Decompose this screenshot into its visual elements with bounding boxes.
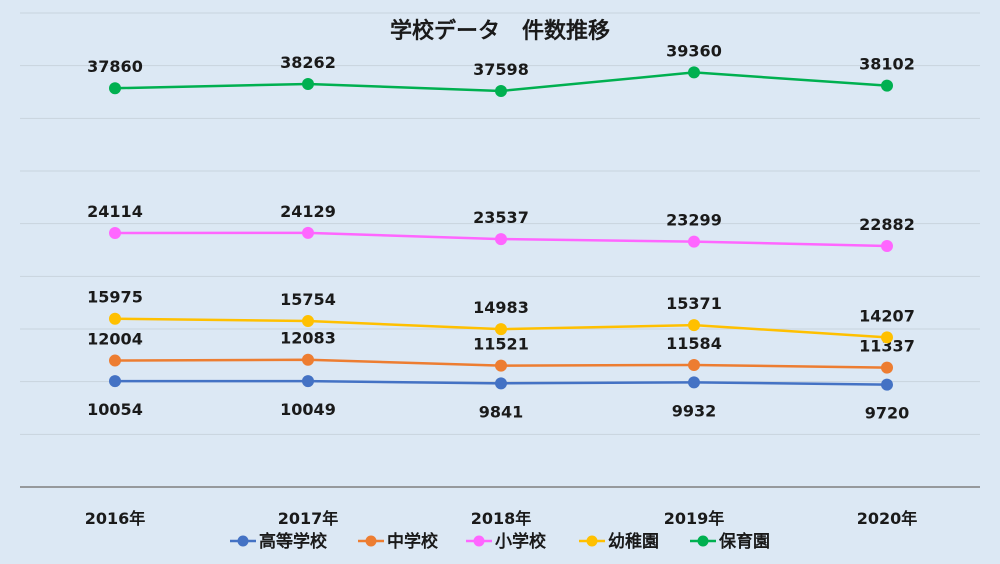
legend-label: 保育園 — [718, 531, 770, 552]
series-4: 15975 15754 14983 15371 14207 — [87, 288, 915, 344]
data-label: 14207 — [859, 306, 915, 325]
legend-marker — [237, 535, 249, 547]
data-label: 37598 — [473, 60, 529, 79]
data-label: 23299 — [666, 211, 722, 230]
data-point — [302, 375, 314, 388]
legend-label: 中学校 — [387, 531, 439, 552]
data-label: 10049 — [280, 400, 336, 419]
series-1: 10054 10049 9841 9932 9720 — [87, 375, 909, 423]
data-point — [302, 315, 314, 328]
data-label: 38262 — [280, 53, 336, 72]
data-label: 12004 — [87, 330, 143, 349]
data-label: 11584 — [666, 334, 722, 353]
legend-label: 幼稚園 — [608, 531, 659, 552]
x-tick-label: 2020年 — [857, 509, 918, 528]
data-point — [881, 378, 893, 391]
data-label: 37860 — [87, 57, 143, 76]
legend: 高等学校 中学校 小学校 幼稚園 保育園 — [230, 531, 770, 552]
legend-label: 小学校 — [495, 531, 547, 552]
data-label: 15754 — [280, 290, 336, 309]
data-point — [688, 66, 700, 79]
legend-marker — [586, 535, 598, 547]
data-point — [881, 79, 893, 92]
data-label: 14983 — [473, 298, 529, 317]
data-label: 39360 — [666, 41, 722, 60]
data-point — [881, 361, 893, 374]
data-label: 11521 — [473, 335, 529, 354]
x-tick-label: 2018年 — [471, 509, 532, 528]
series-layer: 10054 10049 9841 9932 9720 12004 12083 11521 115… — [87, 41, 915, 422]
data-point — [881, 239, 893, 252]
data-label: 15975 — [87, 288, 143, 307]
legend-marker — [365, 535, 377, 547]
data-label: 24114 — [87, 202, 143, 221]
data-label: 12083 — [280, 329, 336, 348]
data-point — [495, 323, 507, 336]
data-label: 11337 — [859, 337, 915, 356]
legend-item: 中学校 — [358, 531, 439, 552]
data-point — [495, 84, 507, 97]
legend-item: 高等学校 — [230, 531, 328, 552]
data-point — [495, 233, 507, 246]
chart-title: 学校データ 件数推移 — [390, 18, 610, 44]
legend-marker — [473, 535, 485, 547]
x-tick-label: 2019年 — [664, 509, 725, 528]
data-point — [109, 82, 121, 95]
data-point — [688, 376, 700, 389]
data-point — [302, 353, 314, 366]
data-point — [688, 319, 700, 332]
data-label: 10054 — [87, 400, 143, 419]
data-point — [109, 226, 121, 239]
series-5: 37860 38262 37598 39360 38102 — [87, 41, 915, 97]
data-point — [495, 377, 507, 390]
data-label: 9932 — [672, 401, 717, 420]
x-tick-labels: 2016年 2017年 2018年 2019年 2020年 — [85, 509, 918, 528]
legend-item: 幼稚園 — [579, 531, 659, 552]
data-label: 9720 — [865, 404, 910, 423]
data-point — [302, 77, 314, 90]
data-label: 24129 — [280, 202, 336, 221]
data-label: 9841 — [479, 402, 524, 421]
legend-label: 高等学校 — [259, 531, 328, 552]
data-label: 38102 — [859, 55, 915, 74]
series-2: 12004 12083 11521 11584 11337 — [87, 329, 915, 374]
data-point — [881, 331, 893, 344]
data-point — [495, 359, 507, 372]
legend-item: 小学校 — [466, 531, 547, 552]
data-point — [688, 358, 700, 371]
data-label: 22882 — [859, 215, 915, 234]
data-label: 23537 — [473, 208, 529, 227]
x-tick-label: 2017年 — [278, 509, 339, 528]
x-tick-label: 2016年 — [85, 509, 146, 528]
series-3: 24114 24129 23537 23299 22882 — [87, 202, 915, 252]
data-point — [688, 235, 700, 248]
legend-item: 保育園 — [690, 531, 770, 552]
data-label: 15371 — [666, 294, 722, 313]
data-point — [109, 312, 121, 325]
data-point — [109, 375, 121, 388]
data-point — [302, 226, 314, 239]
legend-marker — [697, 535, 709, 547]
data-point — [109, 354, 121, 367]
